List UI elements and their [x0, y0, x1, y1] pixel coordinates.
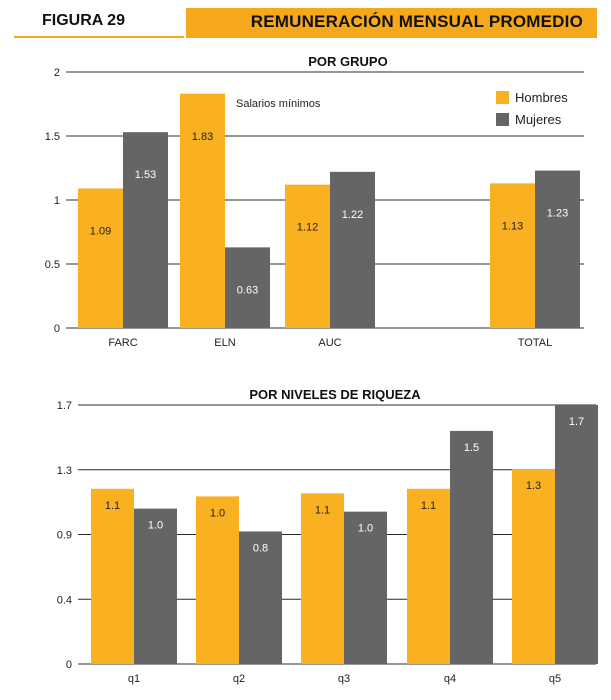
- legend-swatch-hombres: [496, 91, 509, 104]
- bar-mujeres: [225, 247, 270, 328]
- y-tick-label: 2: [54, 67, 60, 79]
- figure-title: REMUNERACIÓN MENSUAL PROMEDIO: [250, 12, 583, 31]
- data-label: 1.5: [464, 442, 479, 454]
- x-tick-label: ELN: [214, 337, 235, 349]
- data-label: 1.13: [502, 220, 523, 232]
- figure-label-box: FIGURA 29: [14, 8, 184, 38]
- bar-mujeres: [123, 132, 168, 328]
- bar-hombres: [91, 488, 134, 664]
- legend-swatch-mujeres: [496, 113, 509, 126]
- figure-title-box: REMUNERACIÓN MENSUAL PROMEDIO: [186, 8, 597, 38]
- bar-mujeres: [555, 405, 598, 664]
- figure-header: FIGURA 29 REMUNERACIÓN MENSUAL PROMEDIO: [0, 8, 611, 38]
- data-label: 1.1: [315, 504, 330, 516]
- y-tick-label: 0: [66, 659, 72, 671]
- data-label: 1.0: [210, 507, 225, 519]
- y-tick-label: 0.4: [57, 594, 72, 606]
- data-label: 1.3: [526, 480, 541, 492]
- y-tick-label: 1.5: [45, 131, 60, 143]
- y-tick-label: 1: [54, 195, 60, 207]
- legend-label: Hombres: [515, 90, 568, 105]
- figure-label: FIGURA 29: [42, 12, 125, 29]
- data-label: 1.53: [135, 169, 156, 181]
- data-label: 1.1: [421, 500, 436, 512]
- chart-por-niveles: POR NIVELES DE RIQUEZA 0 0.4 0.9 1.3 1.7 1.1 1.…: [57, 387, 598, 685]
- chart-title: POR NIVELES DE RIQUEZA: [249, 387, 421, 402]
- bar-hombres: [512, 468, 555, 664]
- data-label: 1.83: [192, 131, 213, 143]
- x-tick-label: q1: [128, 673, 140, 685]
- data-label: 1.09: [90, 225, 111, 237]
- data-label: 1.0: [358, 523, 373, 535]
- bar-hombres: [301, 493, 344, 664]
- bar-mujeres: [344, 511, 387, 664]
- data-label: 1.23: [547, 208, 568, 220]
- x-tick-label: q3: [338, 673, 350, 685]
- bar-mujeres: [535, 170, 580, 328]
- bar-hombres: [196, 496, 239, 664]
- data-label: 0.63: [237, 284, 258, 296]
- x-tick-label: FARC: [108, 337, 137, 349]
- y-tick-label: 1.3: [57, 465, 72, 477]
- y-tick-label: 0: [54, 323, 60, 335]
- x-tick-label: TOTAL: [518, 337, 552, 349]
- x-tick-label: AUC: [318, 337, 341, 349]
- bar-mujeres: [330, 171, 375, 328]
- y-tick-label: 0.9: [57, 530, 72, 542]
- bar-mujeres: [239, 531, 282, 664]
- chart-annotation: Salarios mínimos: [236, 98, 321, 110]
- legend-label: Mujeres: [515, 112, 562, 127]
- y-tick-label: 0.5: [45, 259, 60, 271]
- bar-hombres: [180, 93, 225, 328]
- y-tick-label: 1.7: [57, 400, 72, 412]
- bar-hombres: [490, 183, 535, 328]
- data-label: 1.7: [569, 416, 584, 428]
- x-tick-label: q5: [549, 673, 561, 685]
- bar-mujeres: [134, 508, 177, 664]
- data-label: 0.8: [253, 542, 268, 554]
- bar-hombres: [285, 184, 330, 328]
- x-tick-label: q4: [444, 673, 456, 685]
- bar-mujeres: [450, 430, 493, 664]
- chart-title: POR GRUPO: [308, 54, 387, 69]
- data-label: 1.1: [105, 500, 120, 512]
- data-label: 1.0: [148, 520, 163, 532]
- data-label: 1.22: [342, 209, 363, 221]
- bar-hombres: [78, 188, 123, 328]
- x-tick-label: q2: [233, 673, 245, 685]
- data-label: 1.12: [297, 222, 318, 234]
- bar-hombres: [407, 488, 450, 664]
- chart-por-grupo: POR GRUPO 0 0.5 1 1.5 2 1.09 1.53 FARC 1.83 0.63 EL…: [45, 54, 584, 349]
